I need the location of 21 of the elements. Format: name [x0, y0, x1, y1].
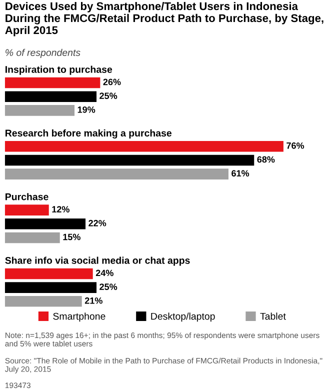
legend-label: Desktop/laptop [151, 312, 215, 322]
data-label: 25% [100, 284, 118, 290]
data-label: 12% [52, 206, 70, 212]
data-label: 68% [257, 156, 275, 163]
data-label: 15% [63, 234, 80, 240]
data-label: 25% [100, 92, 118, 100]
data-label: 22% [88, 220, 106, 226]
y-tick-label: Purchase [6, 193, 48, 200]
legend-label: Tablet [260, 312, 286, 320]
chart-title: Devices Used by Smartphone/Tablet Users in Indonesia During the FMCG/Retail Product Path to Purchase, by Stage, April 2015 [5, 2, 324, 36]
data-label: 61% [232, 170, 250, 177]
data-label: 24% [96, 270, 114, 276]
legend-label: Smartphone [53, 312, 106, 322]
y-tick-label: Share info via social media or chat apps [5, 256, 190, 266]
data-label: 19% [78, 106, 96, 113]
chart-subtitle: % of respondents [6, 48, 80, 58]
data-label: 76% [286, 142, 304, 149]
data-label: 26% [103, 78, 121, 86]
data-label: 21% [84, 297, 102, 304]
y-tick-label: Inspiration to purchase [6, 66, 112, 75]
y-tick-label: Research before making a purchase [6, 129, 172, 139]
